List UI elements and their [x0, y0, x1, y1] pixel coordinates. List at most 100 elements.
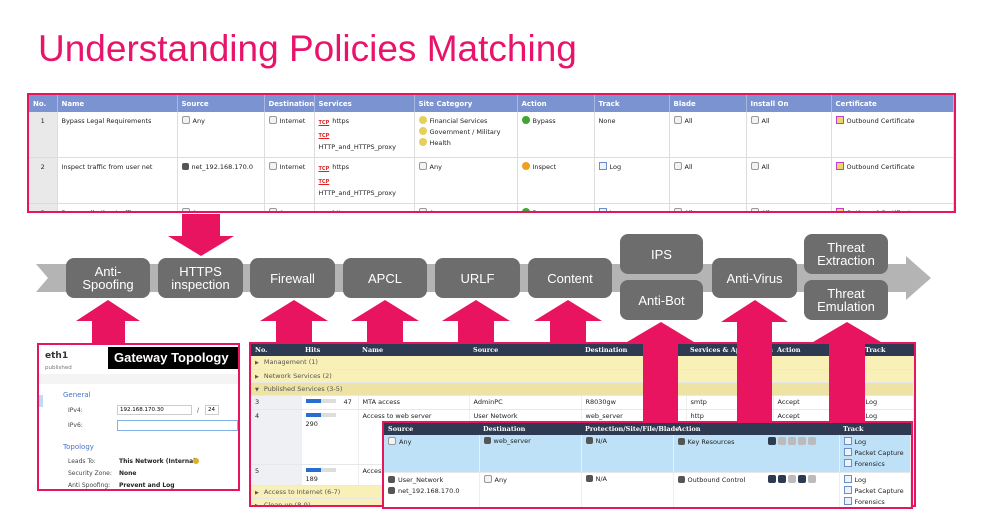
column-header-action[interactable]: Action	[673, 423, 839, 435]
protection-cell[interactable]: N/A	[581, 472, 674, 507]
gateway-topology-label: Gateway Topology	[108, 347, 238, 369]
blade-cell[interactable]: All	[669, 203, 747, 211]
column-header-no-[interactable]: No.	[251, 344, 301, 356]
destination-text: Internet	[279, 163, 306, 171]
column-header-hits[interactable]: Hits	[301, 344, 358, 356]
caret-down-icon[interactable]: ▼	[255, 386, 259, 393]
action-cell[interactable]: Outbound Control	[673, 472, 840, 507]
certificate: Outbound Certificate	[835, 162, 950, 173]
action-cell[interactable]: Inspect	[517, 157, 595, 204]
action-cell[interactable]: Bypass	[517, 112, 595, 158]
column-header-destination[interactable]: Destination	[264, 95, 315, 112]
install-on-cell[interactable]: All	[746, 203, 832, 211]
source-cell[interactable]: AdminPC	[469, 395, 582, 410]
caret-right-icon[interactable]: ▶	[255, 489, 259, 496]
action-cell[interactable]: Accept	[773, 395, 862, 410]
destination-cell[interactable]: Any	[264, 203, 315, 211]
destination-cell[interactable]: web_server	[479, 435, 582, 473]
track-cell[interactable]: Log	[594, 157, 670, 204]
service-cell[interactable]: smtp	[686, 395, 774, 410]
track: Log	[598, 162, 665, 173]
column-header-no-[interactable]: No.	[29, 95, 58, 112]
column-header-source[interactable]: Source	[384, 423, 479, 435]
column-header-certificate[interactable]: Certificate	[831, 95, 954, 112]
ipv6-input[interactable]	[117, 420, 238, 431]
destination-cell[interactable]: Any	[479, 472, 582, 507]
source-cell[interactable]: Any	[384, 435, 480, 473]
column-header-destination[interactable]: Destination	[479, 423, 581, 435]
mask-input[interactable]: 24	[205, 405, 219, 415]
ipv4-input[interactable]: 192.168.170.30	[117, 405, 192, 415]
blade-text: All	[684, 163, 693, 171]
certificate-cell[interactable]: Outbound Certificate	[831, 157, 954, 204]
track-cell[interactable]: Log Packet Capture Forensics	[839, 435, 911, 473]
track-cell[interactable]: None	[594, 112, 670, 158]
any-icon	[181, 208, 190, 211]
column-header-track[interactable]: Track	[861, 344, 914, 356]
threat-rule-row[interactable]: User_Network net_192.168.170.0 Any N/A Outbo…	[384, 472, 911, 507]
certificate-cell[interactable]: Outbound Certificate	[831, 203, 954, 211]
caret-right-icon[interactable]: ▶	[255, 360, 259, 366]
install-on-cell[interactable]: All	[746, 112, 832, 158]
column-header-track[interactable]: Track	[594, 95, 670, 112]
site-category-cell[interactable]: Any	[414, 157, 518, 204]
column-header-name[interactable]: Name	[358, 344, 469, 356]
column-header-destination[interactable]: Destination	[581, 344, 686, 356]
site-category-cell[interactable]: Financial Services Government / Military H…	[414, 112, 518, 158]
blade-cell[interactable]: All	[669, 157, 747, 204]
site-category-cell[interactable]: Any	[414, 203, 518, 211]
blade-cell[interactable]: All	[669, 112, 747, 158]
certificate-cell[interactable]: Outbound Certificate	[831, 112, 954, 158]
column-header-name[interactable]: Name	[57, 95, 178, 112]
source-cell[interactable]: net_192.168.170.0	[177, 157, 265, 204]
anti-spoofing-value: Prevent and Log	[119, 482, 175, 489]
https-policy-table: No. Name Source Destination Services Site Cat…	[29, 95, 954, 213]
source: Any	[181, 208, 260, 211]
column-header-services-applications[interactable]: Services & Applications	[686, 344, 773, 356]
column-header-site-category[interactable]: Site Category	[414, 95, 518, 112]
service-text: https	[332, 209, 349, 213]
column-header-protection-site-file-blade[interactable]: Protection/Site/File/Blade	[581, 423, 679, 435]
section-published[interactable]: ▼ Published Services (3-5)	[251, 382, 914, 396]
section-header[interactable]: ▶ Network Services (2)	[251, 369, 914, 383]
column-header-action[interactable]: Action	[517, 95, 595, 112]
column-header-blade[interactable]: Blade	[669, 95, 747, 112]
column-header-services[interactable]: Services	[314, 95, 415, 112]
up-arrow-urlf	[442, 300, 510, 345]
protection-cell[interactable]: N/A	[581, 435, 674, 473]
column-header-source[interactable]: Source	[177, 95, 265, 112]
blade-status-icons	[767, 437, 818, 446]
caret-right-icon[interactable]: ▶	[255, 502, 259, 507]
track-cell[interactable]: Log	[594, 203, 670, 211]
threat-rule-row[interactable]: Any web_server N/A Key Resources Log Packet C…	[384, 435, 911, 473]
service-text: https	[332, 163, 349, 171]
action-cell[interactable]: Key Resources	[673, 435, 840, 473]
caret-right-icon[interactable]: ▶	[255, 373, 259, 380]
destination-cell[interactable]: Internet	[264, 112, 315, 158]
rule-row[interactable]: 3 47 MTA access AdminPC R8030gw smtp Accept Log	[251, 395, 914, 410]
source-cell[interactable]: User_Network net_192.168.170.0	[384, 472, 480, 507]
action-cell[interactable]: Bypass	[517, 203, 595, 211]
track-cell[interactable]: Log Packet Capture Forensics	[839, 472, 911, 507]
section-network[interactable]: ▶ Network Services (2)	[251, 369, 914, 383]
name-cell[interactable]: MTA access	[358, 395, 470, 410]
install-on-cell[interactable]: All	[746, 157, 832, 204]
source-cell[interactable]: Any	[177, 112, 265, 158]
section-header[interactable]: ▼ Published Services (3-5)	[251, 382, 914, 396]
column-header-action[interactable]: Action	[773, 344, 861, 356]
source-cell[interactable]: Any	[177, 203, 265, 211]
section-header[interactable]: ▶ Management (1)	[251, 356, 914, 370]
destination-cell[interactable]: R8030gw	[581, 395, 687, 410]
column-header-track[interactable]: Track	[839, 423, 911, 435]
column-header-install-on[interactable]: Install On	[746, 95, 832, 112]
column-header-source[interactable]: Source	[469, 344, 581, 356]
destination-cell[interactable]: Internet	[264, 157, 315, 204]
track-cell[interactable]: Log	[861, 395, 914, 410]
policy-row[interactable]: 2 Inspect traffic from user net net_192.16…	[29, 157, 954, 204]
policy-row[interactable]: 1 Bypass Legal Requirements Any Internet TCP…	[29, 112, 954, 158]
section-management[interactable]: ▶ Management (1)	[251, 356, 914, 370]
